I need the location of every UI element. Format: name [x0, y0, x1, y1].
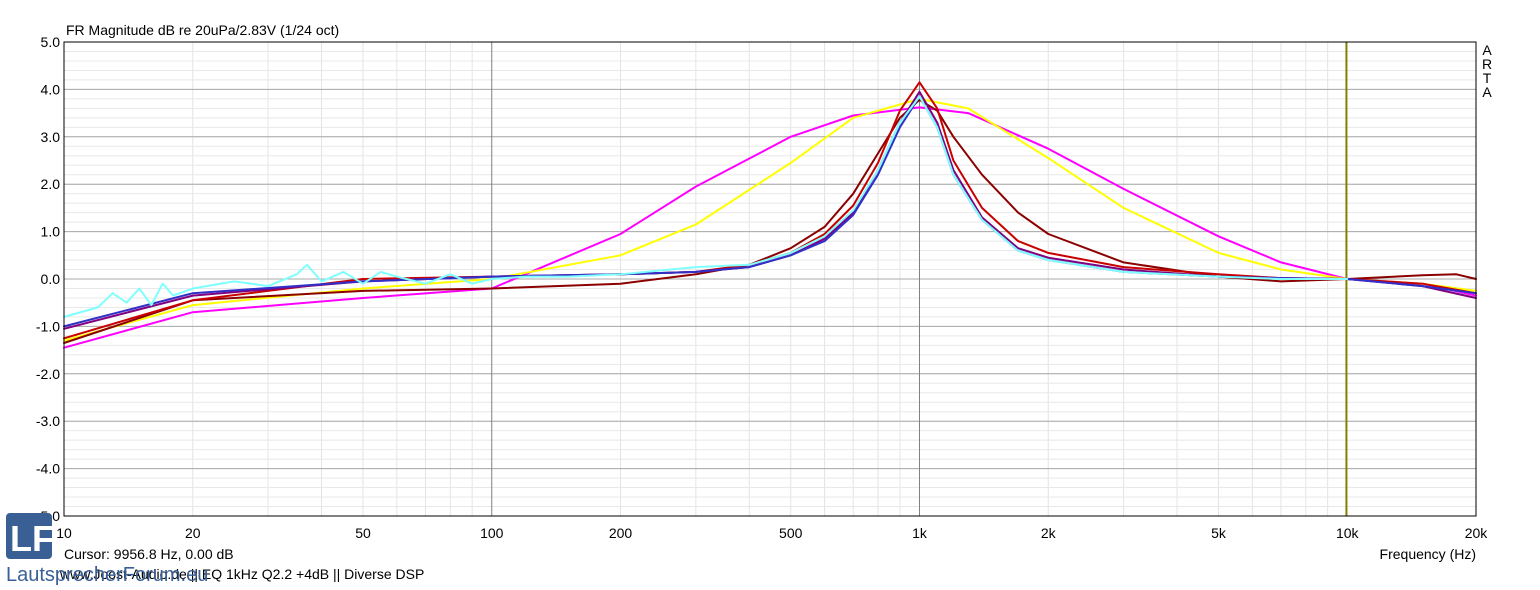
x-tick-label: 50: [355, 525, 371, 541]
x-tick-label: 1k: [912, 525, 928, 541]
series-line-7: [63, 95, 1349, 318]
chart-title: FR Magnitude dB re 20uPa/2.83V (1/24 oct…: [66, 22, 340, 38]
y-tick-label: 0.0: [41, 271, 61, 287]
y-tick-label: -3.0: [36, 413, 60, 429]
svg-text:LautsprecherForum.eu: LautsprecherForum.eu: [6, 564, 208, 585]
plot-frame: [63, 41, 1477, 517]
series-line-1: [63, 106, 1477, 349]
y-tick-label: -2.0: [36, 366, 60, 382]
x-axis-label: Frequency (Hz): [1379, 546, 1476, 562]
y-tick-label: 4.0: [41, 81, 61, 97]
svg-text:LF: LF: [10, 518, 54, 559]
footer-text: www.Joost-Audio.de || EQ 1kHz Q2.2 +4dB …: [60, 566, 425, 582]
arta-letter: T: [1482, 70, 1492, 86]
x-tick-label: 200: [609, 525, 633, 541]
x-tick-label: 500: [779, 525, 803, 541]
y-tick-labels: 5.04.03.02.01.00.0-1.0-2.0-3.0-4.0-5.0: [36, 34, 60, 524]
y-tick-label: 2.0: [41, 176, 61, 192]
x-tick-label: 2k: [1041, 525, 1057, 541]
y-tick-label: 3.0: [41, 129, 61, 145]
x-tick-labels: 10 20 50 100 200 500 1k 2k 5k 10k 20k: [56, 525, 1488, 541]
x-tick-label: 20: [185, 525, 201, 541]
x-tick-label: 20k: [1465, 525, 1489, 541]
series-line-6: [63, 95, 1477, 328]
x-tick-label: 5k: [1211, 525, 1227, 541]
arta-letter: A: [1482, 42, 1492, 58]
cursor-readout: Cursor: 9956.8 Hz, 0.00 dB: [64, 546, 234, 562]
series-group: [63, 81, 1477, 349]
y-tick-label: -1.0: [36, 318, 60, 334]
y-tick-label: 1.0: [41, 224, 61, 240]
series-line-3: [63, 98, 1477, 344]
lautsprecherforum-logo: LF LautsprecherForum.eu: [6, 513, 246, 590]
arta-letter: R: [1481, 56, 1493, 72]
y-tick-label: 5.0: [41, 34, 61, 50]
series-line-4: [63, 81, 1477, 340]
x-tick-label: 100: [480, 525, 504, 541]
y-tick-label: -4.0: [36, 461, 60, 477]
x-tick-label: 10k: [1336, 525, 1360, 541]
x-tick-label: 10: [56, 525, 72, 541]
arta-letter: A: [1482, 84, 1492, 100]
